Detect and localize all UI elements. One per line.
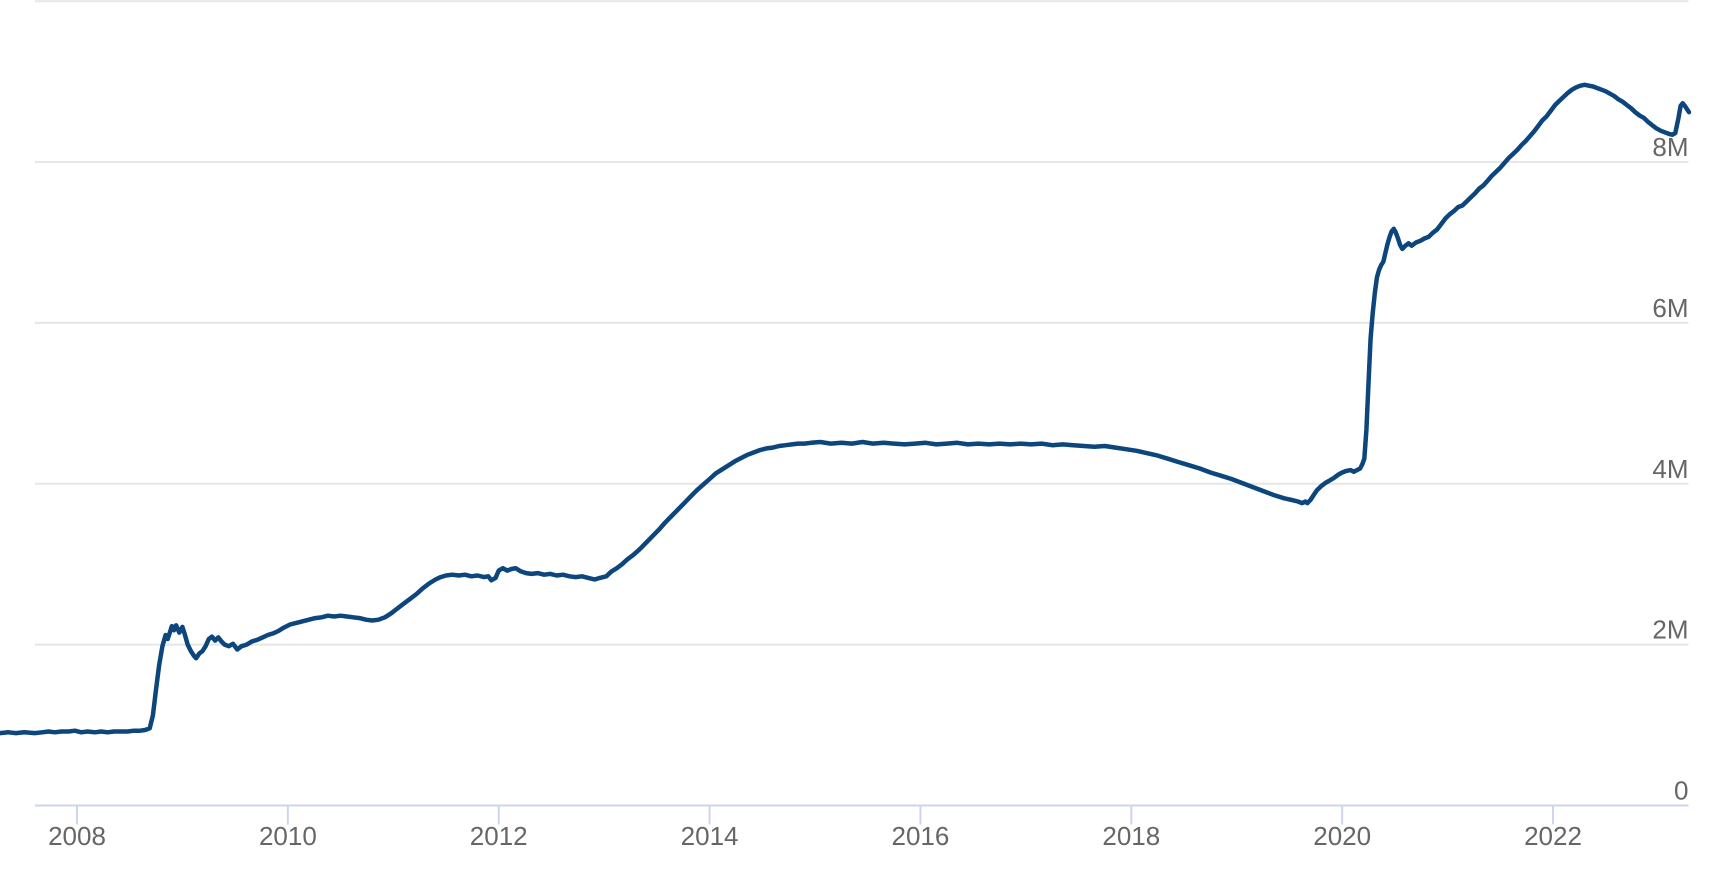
series-line[interactable] [0, 82, 1692, 736]
x-axis-label: 2016 [892, 821, 950, 851]
x-axis-label: 2010 [259, 821, 317, 851]
y-axis-label: 0 [1674, 776, 1688, 806]
x-axis-label: 2008 [48, 821, 106, 851]
x-axis-label: 2022 [1524, 821, 1582, 851]
x-axis-label: 2020 [1313, 821, 1371, 851]
y-axis-label: 4M [1652, 454, 1688, 484]
y-axis-label: 6M [1652, 293, 1688, 323]
x-axis-label: 2014 [681, 821, 739, 851]
x-axis-label: 2018 [1102, 821, 1160, 851]
y-axis-label: 8M [1652, 132, 1688, 162]
x-axis-label: 2012 [470, 821, 528, 851]
y-axis-label: 2M [1652, 615, 1688, 645]
